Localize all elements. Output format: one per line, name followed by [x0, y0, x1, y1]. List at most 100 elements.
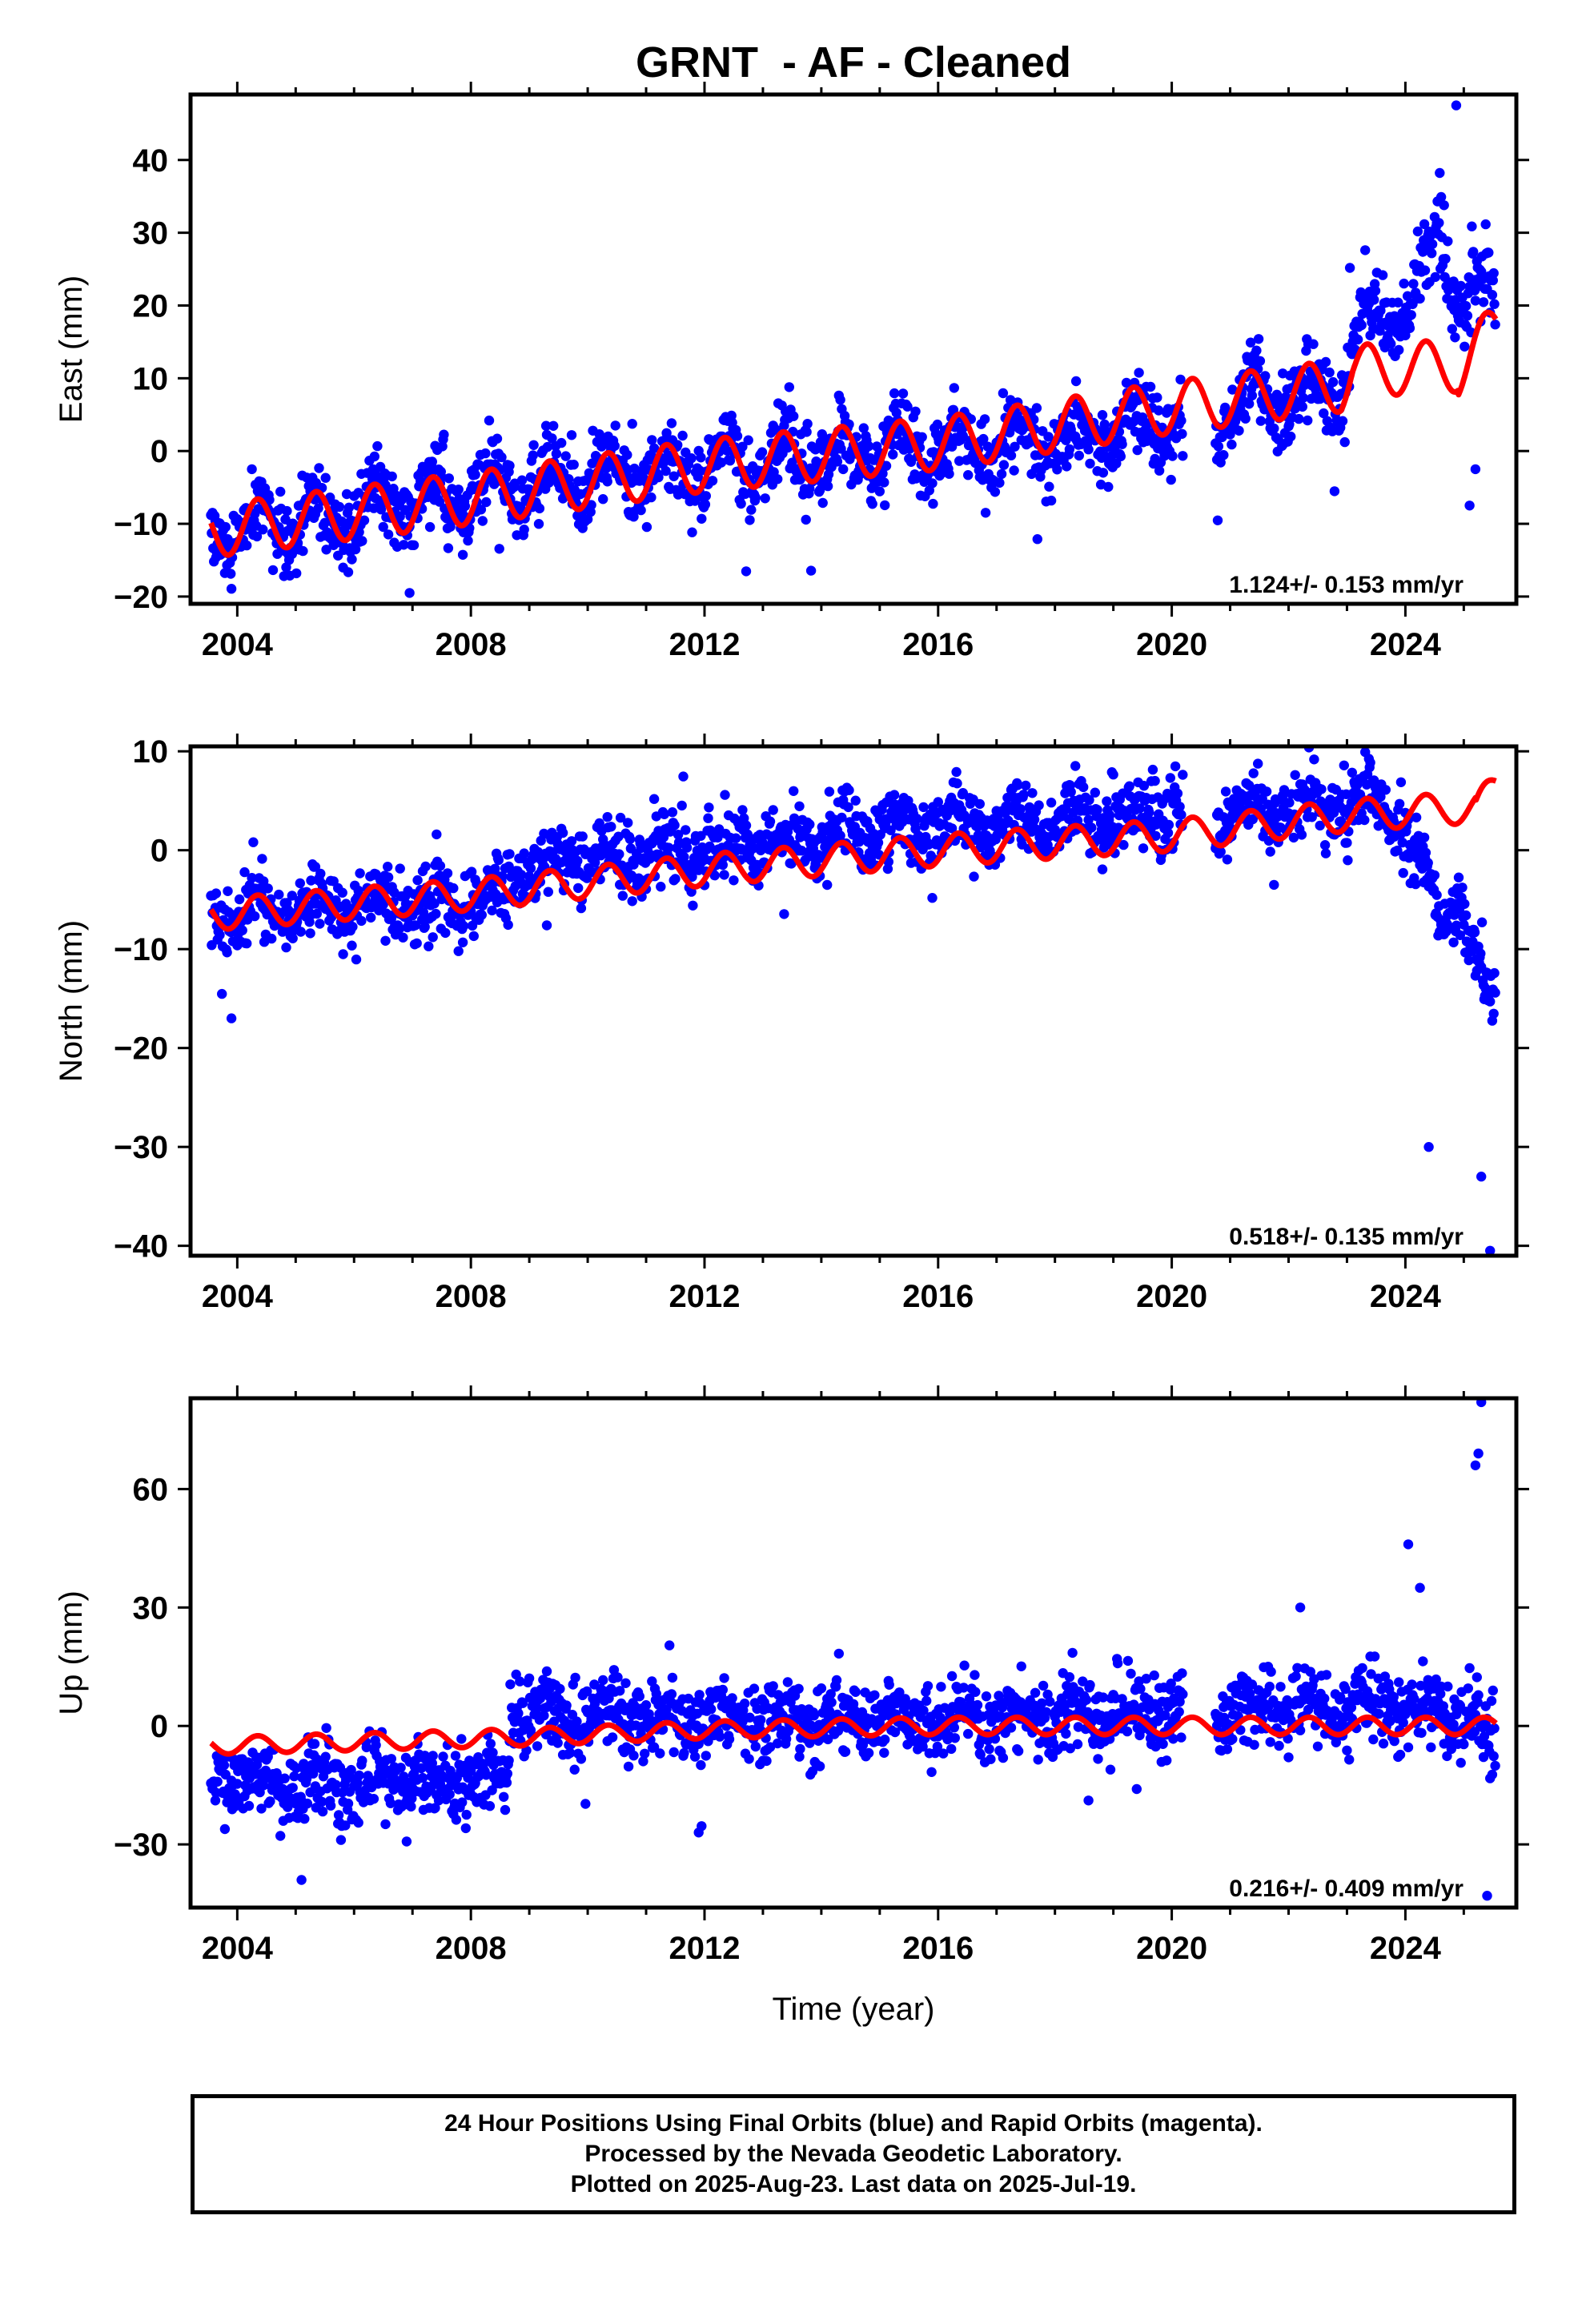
data-point [994, 477, 1005, 489]
panels: 2004 2008 2012 2016 2020 2024−20−10010203040E… [54, 82, 1529, 2027]
data-point [1031, 403, 1042, 413]
y-tick-label: 30 [133, 216, 169, 251]
data-point [686, 453, 697, 464]
data-point [840, 1747, 851, 1757]
data-point [541, 920, 552, 931]
data-point [250, 911, 260, 922]
data-point [949, 1723, 960, 1733]
data-point [998, 1752, 1009, 1763]
data-point [215, 930, 225, 940]
data-point-outlier [1451, 100, 1462, 111]
data-point [369, 451, 379, 462]
data-point [513, 1708, 524, 1719]
data-point [598, 1675, 608, 1686]
data-point [946, 1671, 958, 1682]
data-point [396, 1763, 406, 1773]
data-point [427, 456, 437, 467]
data-point [617, 891, 628, 901]
data-point [442, 868, 453, 879]
data-point [1062, 461, 1072, 472]
data-point [822, 879, 833, 891]
data-point [1369, 295, 1379, 305]
data-point [701, 1751, 711, 1761]
data-point [736, 498, 746, 509]
data-point [1342, 838, 1352, 848]
data-point [1085, 458, 1095, 469]
scatter-points-east [206, 100, 1500, 598]
data-point [1298, 392, 1308, 403]
data-point [706, 1704, 717, 1715]
data-point [1294, 413, 1304, 424]
data-point [844, 785, 854, 795]
data-point [1097, 410, 1108, 420]
data-point [1122, 1726, 1133, 1737]
data-point [1158, 1739, 1168, 1749]
data-point [897, 388, 909, 399]
data-point [958, 431, 969, 441]
data-point [689, 1751, 701, 1762]
data-point [948, 404, 959, 415]
data-point [1111, 458, 1122, 468]
data-point [970, 1687, 981, 1697]
data-point [1135, 1683, 1146, 1695]
data-point [338, 949, 348, 959]
data-point [321, 1723, 331, 1733]
data-point [366, 912, 376, 923]
data-point [1297, 401, 1308, 412]
data-point [226, 569, 236, 579]
data-point [681, 842, 693, 853]
data-point [1174, 1707, 1184, 1717]
data-point [681, 825, 691, 835]
data-point [607, 1732, 618, 1743]
data-point [1359, 814, 1370, 826]
data-point [485, 1739, 496, 1749]
data-point [609, 440, 620, 451]
data-point [504, 849, 515, 859]
data-point [1423, 858, 1433, 868]
data-point [1484, 247, 1494, 258]
data-point [368, 1794, 379, 1804]
data-point [1265, 846, 1275, 857]
data-point [1249, 1739, 1259, 1750]
data-point [795, 1743, 805, 1755]
data-point [655, 1748, 665, 1759]
data-point [1339, 436, 1350, 448]
data-point [1147, 764, 1158, 775]
data-point [1462, 311, 1473, 321]
data-point [569, 1764, 580, 1775]
data-point [1083, 444, 1094, 455]
data-point [917, 432, 927, 442]
data-point [889, 790, 900, 800]
data-point [714, 1731, 725, 1742]
data-point [295, 878, 305, 889]
data-point [959, 1660, 970, 1671]
data-point [315, 868, 326, 879]
data-point [1212, 515, 1223, 525]
data-point [432, 486, 442, 497]
data-point [309, 1739, 320, 1749]
data-point [1061, 1728, 1071, 1739]
x-tick-label: 2004 [202, 1279, 274, 1314]
x-tick-label: 2020 [1136, 1279, 1207, 1314]
y-tick-label: −40 [114, 1229, 168, 1265]
data-point [1434, 218, 1444, 228]
data-point [248, 837, 259, 847]
data-point [1386, 339, 1396, 349]
data-point [1081, 1695, 1092, 1705]
plot-frame-east [188, 92, 1519, 606]
data-point [1144, 807, 1154, 818]
data-point [1166, 474, 1176, 485]
data-point [1394, 344, 1404, 356]
data-point [1280, 392, 1291, 403]
data-point [1033, 1755, 1043, 1765]
data-point [741, 820, 752, 830]
data-point [809, 1711, 819, 1721]
data-point [1453, 872, 1464, 883]
data-point [850, 1687, 861, 1697]
data-point [570, 1672, 580, 1683]
data-point [979, 414, 990, 424]
data-point [944, 468, 954, 479]
data-point [732, 431, 743, 441]
data-point [1476, 917, 1488, 927]
data-point [383, 872, 394, 883]
